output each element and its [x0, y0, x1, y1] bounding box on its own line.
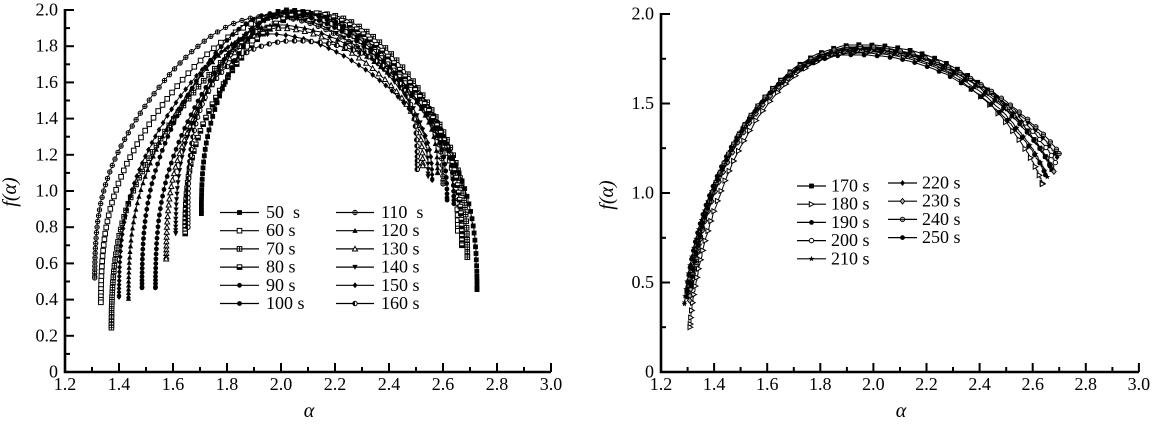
svg-text:240 s: 240 s: [922, 209, 961, 229]
svg-text:f(α): f(α): [596, 180, 618, 210]
svg-text:2.6: 2.6: [432, 374, 455, 394]
svg-text:3.0: 3.0: [540, 374, 563, 394]
svg-text:1.8: 1.8: [809, 374, 832, 394]
svg-text:2.0: 2.0: [862, 374, 885, 394]
svg-text:0.2: 0.2: [36, 325, 59, 345]
svg-text:1.4: 1.4: [108, 374, 131, 394]
svg-text:170 s: 170 s: [831, 176, 870, 196]
svg-text:f(α): f(α): [0, 177, 21, 207]
svg-text:α: α: [304, 400, 315, 422]
svg-text:1.8: 1.8: [216, 374, 239, 394]
svg-text:150 s: 150 s: [381, 275, 420, 295]
svg-text:60 s: 60 s: [266, 220, 296, 240]
svg-text:3.0: 3.0: [1128, 374, 1151, 394]
svg-text:110 s: 110 s: [381, 202, 423, 222]
svg-text:0.8: 0.8: [36, 217, 59, 237]
svg-text:1.4: 1.4: [703, 374, 726, 394]
svg-text:190 s: 190 s: [831, 212, 870, 232]
svg-text:100 s: 100 s: [266, 293, 305, 313]
svg-text:250 s: 250 s: [922, 227, 961, 247]
svg-text:1.2: 1.2: [54, 374, 77, 394]
svg-text:0.4: 0.4: [36, 289, 59, 309]
svg-text:2.0: 2.0: [632, 4, 655, 24]
svg-text:200 s: 200 s: [831, 230, 870, 250]
svg-text:0.6: 0.6: [36, 253, 59, 273]
svg-text:230 s: 230 s: [922, 191, 961, 211]
svg-text:1.0: 1.0: [632, 183, 655, 203]
svg-text:2.8: 2.8: [1075, 374, 1098, 394]
svg-text:α: α: [896, 400, 907, 422]
svg-text:1.4: 1.4: [36, 108, 59, 128]
svg-text:80 s: 80 s: [266, 257, 296, 277]
svg-text:0: 0: [49, 362, 58, 382]
svg-text:140 s: 140 s: [381, 257, 420, 277]
svg-text:220 s: 220 s: [922, 173, 961, 193]
svg-text:0.5: 0.5: [632, 272, 655, 292]
svg-text:2.2: 2.2: [915, 374, 938, 394]
svg-text:70 s: 70 s: [266, 238, 296, 258]
svg-text:2.4: 2.4: [378, 374, 401, 394]
svg-text:2.0: 2.0: [270, 374, 293, 394]
svg-text:2.6: 2.6: [1021, 374, 1044, 394]
svg-text:1.0: 1.0: [36, 181, 59, 201]
svg-text:2.8: 2.8: [486, 374, 509, 394]
svg-text:90 s: 90 s: [266, 275, 296, 295]
svg-text:210 s: 210 s: [831, 248, 870, 268]
svg-text:1.2: 1.2: [36, 144, 59, 164]
svg-text:1.6: 1.6: [162, 374, 185, 394]
svg-text:1.6: 1.6: [756, 374, 779, 394]
svg-text:1.8: 1.8: [36, 36, 59, 56]
svg-text:1.5: 1.5: [632, 93, 655, 113]
svg-text:180 s: 180 s: [831, 194, 870, 214]
svg-text:160 s: 160 s: [381, 293, 420, 313]
svg-text:0: 0: [645, 362, 654, 382]
svg-text:2.4: 2.4: [968, 374, 991, 394]
svg-text:130 s: 130 s: [381, 238, 420, 258]
svg-text:120 s: 120 s: [381, 220, 420, 240]
svg-text:50 s: 50 s: [266, 202, 300, 222]
svg-text:2.2: 2.2: [324, 374, 347, 394]
svg-text:2.0: 2.0: [36, 0, 59, 20]
svg-text:1.2: 1.2: [650, 374, 673, 394]
svg-text:1.6: 1.6: [36, 72, 59, 92]
